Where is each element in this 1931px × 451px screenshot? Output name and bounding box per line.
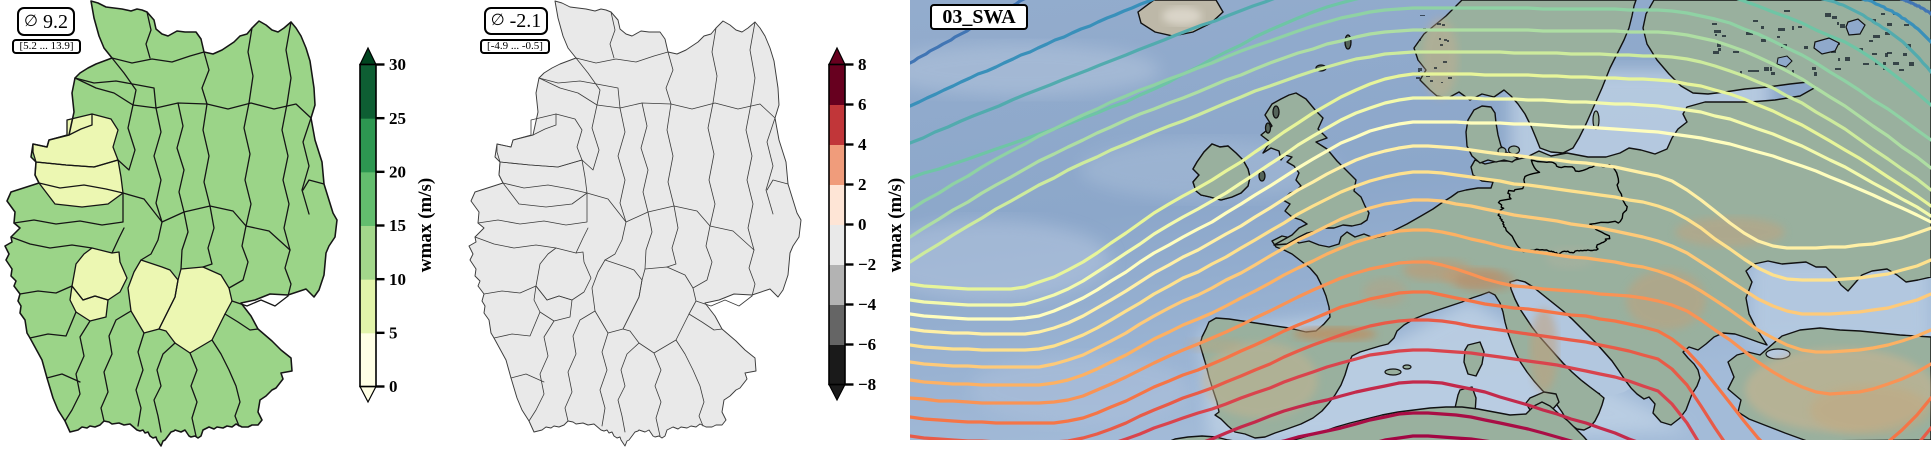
svg-text:30: 30 xyxy=(389,55,406,74)
svg-text:6: 6 xyxy=(858,95,867,114)
svg-text:4: 4 xyxy=(858,135,867,154)
svg-text:25: 25 xyxy=(389,109,406,128)
svg-text:8: 8 xyxy=(858,55,867,74)
svg-text:−8: −8 xyxy=(858,375,876,394)
svg-text:15: 15 xyxy=(389,216,406,235)
svg-text:2: 2 xyxy=(858,175,867,194)
svg-text:0: 0 xyxy=(858,215,867,234)
svg-text:0: 0 xyxy=(389,377,398,396)
svg-text:−4: −4 xyxy=(858,295,877,314)
svg-text:20: 20 xyxy=(389,163,406,182)
svg-text:−6: −6 xyxy=(858,335,876,354)
svg-text:5: 5 xyxy=(389,324,398,343)
svg-text:10: 10 xyxy=(389,270,406,289)
svg-text:−2: −2 xyxy=(858,255,876,274)
